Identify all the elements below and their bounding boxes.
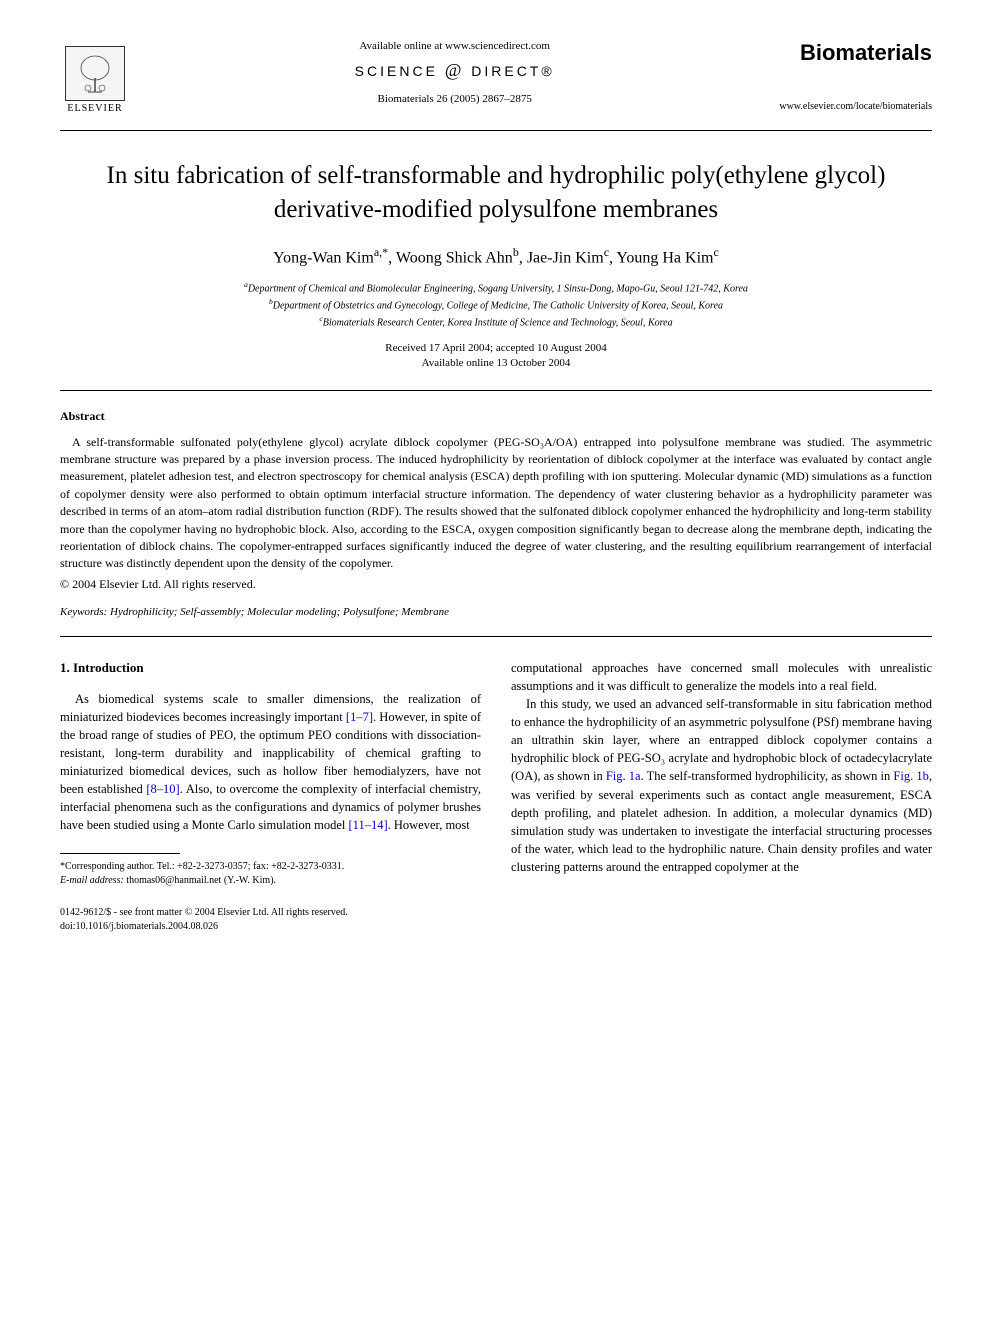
sd-left: SCIENCE xyxy=(355,63,438,79)
keywords-label: Keywords: xyxy=(60,606,107,618)
right-column: computational approaches have concerned … xyxy=(511,659,932,888)
left-column: 1. Introduction As biomedical systems sc… xyxy=(60,659,481,888)
sd-right: DIRECT® xyxy=(471,63,554,79)
journal-name: Biomaterials xyxy=(779,40,932,66)
ref-link[interactable]: [1–7] xyxy=(346,710,373,724)
article-dates: Received 17 April 2004; accepted 10 Augu… xyxy=(60,341,932,372)
affiliation-b: bDepartment of Obstetrics and Gynecology… xyxy=(60,296,932,313)
page-header: ELSEVIER Available online at www.science… xyxy=(60,40,932,120)
email-label: E-mail address: xyxy=(60,875,124,886)
affiliation-a: aDepartment of Chemical and Biomolecular… xyxy=(60,279,932,296)
authors-line: Yong-Wan Kima,*, Woong Shick Ahnb, Jae-J… xyxy=(60,245,932,267)
elsevier-tree-icon xyxy=(65,46,125,101)
abstract-body: A self-transformable sulfonated poly(eth… xyxy=(60,434,932,573)
journal-box: Biomaterials www.elsevier.com/locate/bio… xyxy=(779,40,932,112)
fig-link[interactable]: Fig. 1b xyxy=(893,769,928,783)
fig-link[interactable]: Fig. 1a xyxy=(606,769,641,783)
footer-line2: doi:10.1016/j.biomaterials.2004.08.026 xyxy=(60,920,932,934)
keywords-line: Keywords: Hydrophilicity; Self-assembly;… xyxy=(60,606,932,618)
footer-meta: 0142-9612/$ - see front matter © 2004 El… xyxy=(60,906,932,934)
footnote-separator xyxy=(60,853,180,854)
journal-url: www.elsevier.com/locate/biomaterials xyxy=(779,101,932,112)
ref-link[interactable]: [8–10] xyxy=(146,782,179,796)
ref-link[interactable]: [11–14] xyxy=(349,818,388,832)
intro-p1-right: computational approaches have concerned … xyxy=(511,659,932,695)
elsevier-logo: ELSEVIER xyxy=(60,40,130,120)
body-columns: 1. Introduction As biomedical systems sc… xyxy=(60,659,932,888)
abstract-heading: Abstract xyxy=(60,409,932,424)
email-footnote: E-mail address: thomas06@hanmail.net (Y.… xyxy=(60,874,481,888)
keywords-bottom-rule xyxy=(60,636,932,637)
citation-text: Biomaterials 26 (2005) 2867–2875 xyxy=(150,93,759,105)
abstract-top-rule xyxy=(60,390,932,391)
available-online-text: Available online at www.sciencedirect.co… xyxy=(150,40,759,52)
sd-at-icon: @ xyxy=(445,60,465,80)
available-online-date: Available online 13 October 2004 xyxy=(60,356,932,371)
intro-p1-left: As biomedical systems scale to smaller d… xyxy=(60,690,481,835)
keywords-list: Hydrophilicity; Self-assembly; Molecular… xyxy=(110,606,449,618)
science-direct-logo: SCIENCE @ DIRECT® xyxy=(150,60,759,81)
intro-heading: 1. Introduction xyxy=(60,659,481,678)
center-header: Available online at www.sciencedirect.co… xyxy=(130,40,779,105)
affiliations: aDepartment of Chemical and Biomolecular… xyxy=(60,279,932,331)
email-address: thomas06@hanmail.net (Y.-W. Kim). xyxy=(126,875,276,886)
article-title: In situ fabrication of self-transformabl… xyxy=(60,159,932,227)
affiliation-c: cBiomaterials Research Center, Korea Ins… xyxy=(60,313,932,330)
intro-p2: In this study, we used an advanced self-… xyxy=(511,695,932,876)
elsevier-label: ELSEVIER xyxy=(67,103,122,114)
received-accepted: Received 17 April 2004; accepted 10 Augu… xyxy=(60,341,932,356)
footer-line1: 0142-9612/$ - see front matter © 2004 El… xyxy=(60,906,932,920)
corresponding-footnote: *Corresponding author. Tel.: +82-2-3273-… xyxy=(60,860,481,874)
header-rule xyxy=(60,130,932,131)
abstract-copyright: © 2004 Elsevier Ltd. All rights reserved… xyxy=(60,577,932,592)
